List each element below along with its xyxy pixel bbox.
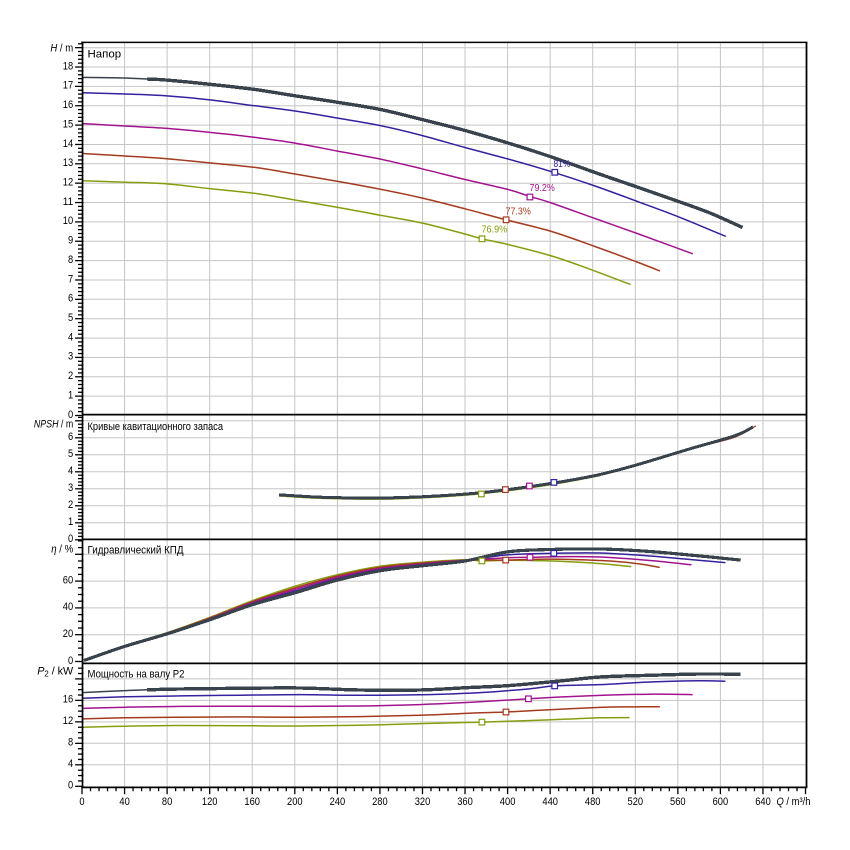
svg-text:6: 6 (68, 293, 73, 305)
svg-text:79.2%: 79.2% (530, 182, 555, 194)
svg-text:4: 4 (68, 331, 73, 343)
svg-text:200: 200 (287, 796, 303, 808)
svg-text:400: 400 (500, 796, 516, 808)
svg-text:60: 60 (63, 574, 73, 586)
svg-text:12: 12 (63, 715, 73, 727)
svg-text:20: 20 (63, 628, 73, 640)
svg-text:0: 0 (68, 409, 73, 421)
svg-text:17: 17 (63, 80, 73, 92)
svg-text:440: 440 (542, 796, 558, 808)
svg-text:16: 16 (63, 99, 73, 111)
svg-text:2: 2 (68, 499, 73, 511)
svg-text:40: 40 (119, 796, 129, 808)
svg-text:0: 0 (68, 655, 73, 667)
svg-text:280: 280 (372, 796, 388, 808)
svg-text:12: 12 (63, 177, 73, 189)
svg-text:6: 6 (68, 431, 73, 443)
svg-text:4: 4 (68, 465, 73, 477)
svg-text:560: 560 (670, 796, 686, 808)
svg-text:76.9%: 76.9% (482, 224, 508, 236)
svg-text:Мощность на валу P2: Мощность на валу P2 (88, 669, 185, 681)
svg-text:15: 15 (63, 118, 73, 130)
svg-text:7: 7 (68, 273, 73, 285)
svg-text:3: 3 (68, 351, 73, 363)
svg-text:0: 0 (79, 796, 84, 808)
svg-text:9: 9 (68, 235, 73, 247)
svg-text:600: 600 (713, 796, 729, 808)
svg-text:Кривые кавитационного запаса: Кривые кавитационного запаса (88, 421, 224, 433)
svg-text:360: 360 (457, 796, 473, 808)
svg-text:0: 0 (68, 780, 73, 792)
svg-text:14: 14 (63, 138, 73, 150)
svg-text:1: 1 (68, 389, 73, 401)
svg-text:16: 16 (63, 694, 73, 706)
svg-text:520: 520 (628, 796, 644, 808)
svg-text:640: 640 (755, 796, 771, 808)
svg-text:13: 13 (63, 157, 73, 169)
svg-text:8: 8 (68, 254, 73, 266)
svg-text:320: 320 (415, 796, 431, 808)
svg-text:81%: 81% (554, 158, 571, 170)
svg-text:160: 160 (244, 796, 260, 808)
svg-text:80: 80 (162, 796, 172, 808)
svg-text:11: 11 (63, 196, 73, 208)
svg-text:Напор: Напор (88, 49, 122, 61)
svg-text:η / %: η / % (51, 543, 73, 555)
svg-text:5: 5 (68, 312, 73, 324)
svg-text:NPSH / m: NPSH / m (34, 418, 73, 430)
svg-text:P2 / kW: P2 / kW (37, 665, 74, 678)
svg-text:Q / m³/h: Q / m³/h (777, 796, 811, 808)
svg-text:5: 5 (68, 448, 73, 460)
svg-text:Гидравлический КПД: Гидравлический КПД (88, 545, 184, 557)
svg-text:10: 10 (63, 215, 73, 227)
svg-text:4: 4 (68, 758, 73, 770)
svg-text:1: 1 (68, 516, 73, 528)
svg-text:8: 8 (68, 737, 73, 749)
svg-text:480: 480 (585, 796, 601, 808)
svg-text:3: 3 (68, 482, 73, 494)
svg-text:18: 18 (63, 60, 73, 72)
svg-text:H / m: H / m (50, 42, 73, 54)
svg-text:77.3%: 77.3% (506, 205, 531, 217)
svg-text:0: 0 (68, 533, 73, 545)
svg-text:240: 240 (330, 796, 346, 808)
svg-text:120: 120 (202, 796, 218, 808)
svg-text:2: 2 (68, 370, 73, 382)
svg-text:40: 40 (63, 601, 73, 613)
